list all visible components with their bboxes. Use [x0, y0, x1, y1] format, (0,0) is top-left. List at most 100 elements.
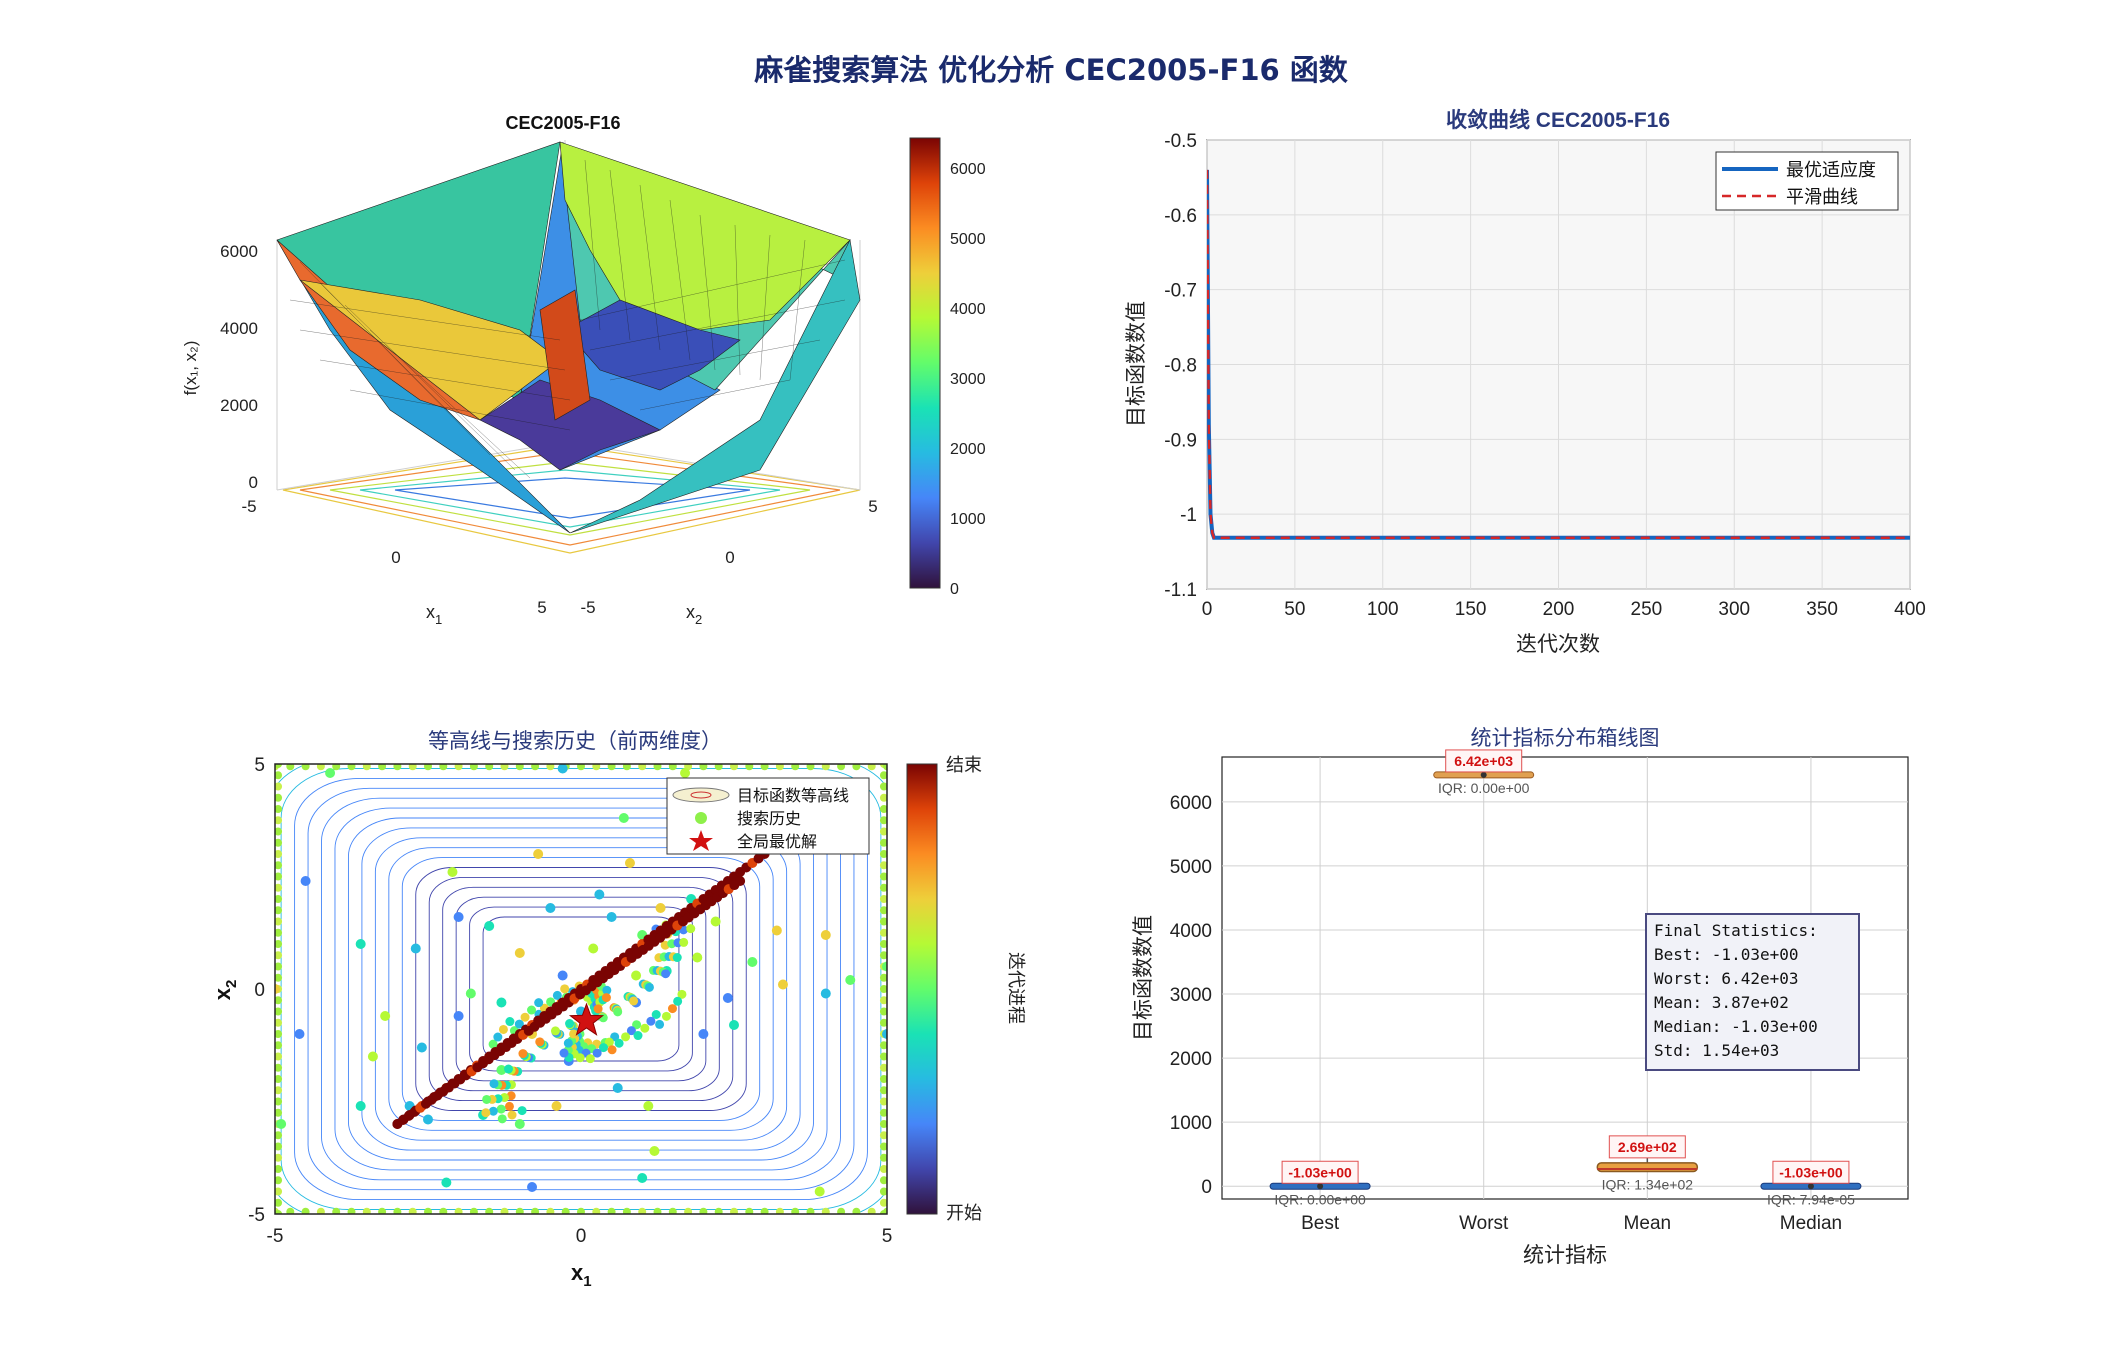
- search-point: [498, 1024, 508, 1034]
- stats-line: Best: -1.03e+00: [1654, 945, 1799, 964]
- boxplot-x-label: 统计指标: [1523, 1244, 1607, 1267]
- search-point: [488, 1106, 498, 1116]
- convergence-grid: [1206, 139, 1911, 590]
- search-point: [714, 1207, 723, 1214]
- search-point: [820, 988, 831, 999]
- search-point: [514, 948, 525, 958]
- value-label-box: [1772, 1160, 1850, 1184]
- search-history-points: [275, 764, 887, 1214]
- search-point: [378, 1207, 387, 1214]
- search-point: [569, 1029, 579, 1039]
- search-point: [607, 764, 616, 771]
- contour-x-tick: 5: [882, 1226, 893, 1247]
- contour-level: [388, 847, 774, 1131]
- legend-label: 最优适应度: [1786, 160, 1876, 181]
- boxplot-ticks: 0 1000 2000 3000 4000 5000 6000 Best Worst Mean Me…: [1170, 793, 1842, 1234]
- search-point: [680, 768, 691, 778]
- search-point: [879, 1142, 887, 1151]
- search-point: [275, 906, 283, 915]
- search-point: [424, 1207, 432, 1214]
- surface-mesh: [276, 141, 861, 534]
- colorbar-tick: 3000: [950, 371, 986, 388]
- search-point: [814, 1186, 825, 1197]
- search-point: [550, 1026, 560, 1036]
- search-point: [275, 895, 283, 903]
- search-point: [275, 1052, 283, 1061]
- convergence-y-tick: -0.5: [1164, 131, 1197, 152]
- search-point: [686, 924, 696, 934]
- search-point: [275, 1142, 283, 1151]
- search-point: [393, 764, 402, 771]
- convergence-y-tick: -0.6: [1164, 206, 1197, 227]
- search-point: [275, 883, 283, 892]
- search-point: [879, 1165, 887, 1173]
- search-point: [879, 838, 887, 847]
- search-point: [355, 1101, 366, 1111]
- search-point: [552, 990, 562, 1000]
- search-point: [821, 764, 830, 771]
- search-point: [294, 1029, 305, 1039]
- surface-y-label: x2: [686, 602, 702, 627]
- search-point: [879, 1075, 887, 1083]
- colorbar-tick: 1000: [950, 511, 986, 528]
- boxplot-y-tick: 1000: [1170, 1113, 1212, 1134]
- search-point: [879, 782, 887, 791]
- search-point: [505, 1017, 515, 1027]
- search-point: [867, 764, 876, 771]
- search-point: [275, 984, 280, 994]
- search-point: [408, 764, 417, 771]
- contour-y-tick: -5: [248, 1205, 265, 1226]
- search-point: [275, 951, 283, 960]
- search-point: [668, 1207, 677, 1214]
- search-point: [500, 1207, 509, 1214]
- surface-x-tick: -5: [241, 497, 256, 516]
- search-point: [747, 957, 758, 967]
- boxplot-y-tick: 3000: [1170, 985, 1212, 1006]
- search-point: [527, 1182, 538, 1192]
- search-point: [879, 771, 887, 780]
- search-history-trails: [392, 849, 770, 1129]
- surface-z-ticks: 0 2000 4000 6000: [220, 242, 258, 492]
- convergence-y-tick: -0.8: [1164, 356, 1197, 377]
- boxplot-y-tick: 6000: [1170, 793, 1212, 814]
- search-point: [286, 764, 295, 771]
- convergence-y-label: 目标函数数值: [1125, 301, 1148, 427]
- search-point: [275, 1153, 283, 1162]
- search-point: [883, 1207, 887, 1214]
- search-point: [879, 917, 887, 926]
- search-point: [534, 998, 544, 1008]
- trail-point: [735, 876, 746, 886]
- search-point: [410, 943, 421, 954]
- surface-x-label-main: x: [426, 602, 435, 622]
- search-point: [592, 1207, 601, 1214]
- search-point: [465, 988, 476, 999]
- boxplot-x-tick: Worst: [1459, 1213, 1509, 1234]
- search-point: [316, 764, 325, 771]
- value-label: -1.03e+00: [1779, 1164, 1843, 1180]
- search-point: [621, 1032, 631, 1042]
- contour-level: [442, 886, 720, 1092]
- boxplot-grid: [1222, 757, 1908, 1199]
- iqr-label: IQR: 0.00e+00: [1274, 1191, 1366, 1207]
- contour-x-label-sub: 1: [583, 1273, 591, 1290]
- search-point: [347, 1207, 356, 1214]
- search-point: [633, 1031, 643, 1041]
- search-point: [275, 793, 283, 802]
- search-point: [879, 872, 887, 881]
- stats-box-frame: [1645, 913, 1860, 1071]
- search-point: [879, 816, 887, 825]
- search-point: [484, 921, 495, 931]
- colorbar-tick: 6000: [950, 161, 986, 178]
- search-point: [301, 1207, 310, 1214]
- search-point: [275, 850, 283, 858]
- value-label: 2.69e+02: [1618, 1139, 1677, 1155]
- search-point: [408, 1207, 417, 1214]
- stats-line: Median: -1.03e+00: [1654, 1017, 1818, 1036]
- search-point: [503, 1064, 513, 1074]
- boxplot-y-label: 目标函数数值: [1132, 915, 1155, 1041]
- convergence-title: 收敛曲线 CEC2005-F16: [1446, 108, 1670, 132]
- search-point: [837, 1207, 846, 1214]
- surface-y-label-main: x: [686, 602, 695, 622]
- iqr-label: IQR: 7.94e-05: [1767, 1191, 1855, 1207]
